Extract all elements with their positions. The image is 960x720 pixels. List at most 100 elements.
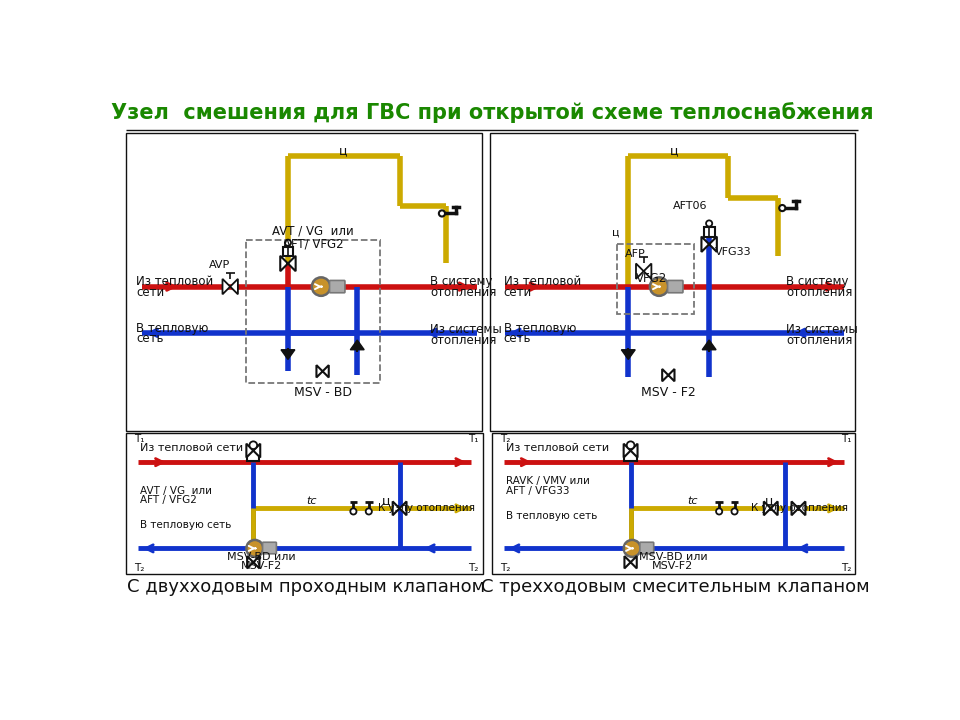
Text: T₂: T₂ <box>468 562 479 572</box>
Text: Из тепловой сети: Из тепловой сети <box>140 444 243 454</box>
Text: В тепловую: В тепловую <box>504 322 576 335</box>
Polygon shape <box>624 444 637 457</box>
Text: ц: ц <box>339 144 348 157</box>
Bar <box>624 449 636 461</box>
Circle shape <box>624 540 640 557</box>
Circle shape <box>732 508 737 515</box>
Circle shape <box>250 441 257 449</box>
Text: отопления: отопления <box>786 334 852 347</box>
Bar <box>282 246 294 256</box>
Text: отопления: отопления <box>430 334 496 347</box>
Text: отопления: отопления <box>786 287 852 300</box>
Text: Из тепловой: Из тепловой <box>136 276 213 289</box>
Text: В тепловую: В тепловую <box>136 322 208 335</box>
Polygon shape <box>624 556 636 568</box>
FancyBboxPatch shape <box>329 280 345 293</box>
Bar <box>492 433 855 574</box>
Text: К узлу отопления: К узлу отопления <box>751 503 848 513</box>
Text: Узел  смешения для ГВС при открытой схеме теплоснабжения: Узел смешения для ГВС при открытой схеме… <box>110 102 874 123</box>
Circle shape <box>350 508 356 515</box>
Polygon shape <box>281 350 295 359</box>
Polygon shape <box>393 501 406 516</box>
Text: AFT/ VFG2: AFT/ VFG2 <box>283 238 344 251</box>
Text: Из тепловой сети: Из тепловой сети <box>506 444 609 454</box>
Bar <box>616 244 694 313</box>
Polygon shape <box>230 279 238 294</box>
Text: AFT / VFG33: AFT / VFG33 <box>506 486 569 495</box>
Polygon shape <box>662 369 675 382</box>
Text: tc: tc <box>687 495 698 505</box>
Text: T₂: T₂ <box>841 562 852 572</box>
Text: AVP: AVP <box>208 260 229 270</box>
Text: сеть: сеть <box>136 333 164 346</box>
Text: Из тепловой: Из тепловой <box>504 276 581 289</box>
Polygon shape <box>280 256 296 271</box>
Text: ц: ц <box>612 228 619 238</box>
Text: MSV - BD: MSV - BD <box>294 387 351 400</box>
FancyBboxPatch shape <box>639 542 654 554</box>
Text: сети: сети <box>504 287 532 300</box>
Bar <box>247 449 259 461</box>
Text: AFP: AFP <box>624 249 645 259</box>
Text: T₁: T₁ <box>468 434 479 444</box>
Text: Из системы: Из системы <box>786 323 858 336</box>
Text: ц: ц <box>670 144 679 157</box>
Polygon shape <box>247 556 259 568</box>
FancyBboxPatch shape <box>262 542 276 554</box>
Text: MSV-BD или: MSV-BD или <box>227 552 296 562</box>
Text: T₂: T₂ <box>500 562 510 572</box>
Polygon shape <box>247 444 260 457</box>
Circle shape <box>366 508 372 515</box>
Circle shape <box>706 220 712 227</box>
Text: В систему: В систему <box>430 276 492 289</box>
Text: VFG33: VFG33 <box>715 247 752 257</box>
Text: С трехходовым смесительным клапаном: С трехходовым смесительным клапаном <box>481 578 870 596</box>
Polygon shape <box>792 501 805 516</box>
FancyBboxPatch shape <box>667 280 683 293</box>
Circle shape <box>285 240 291 246</box>
Text: ц: ц <box>765 494 774 507</box>
Polygon shape <box>223 279 230 294</box>
Text: AVT / VG  или: AVT / VG или <box>140 486 212 495</box>
Text: В тепловую сеть: В тепловую сеть <box>140 521 231 531</box>
Text: MSV-BD или: MSV-BD или <box>638 552 708 562</box>
Polygon shape <box>764 501 778 516</box>
Bar <box>127 433 483 574</box>
Text: T₂: T₂ <box>500 434 510 444</box>
Bar <box>127 132 482 431</box>
Circle shape <box>650 277 668 296</box>
Text: К узлу отопления: К узлу отопления <box>378 503 475 513</box>
Polygon shape <box>702 340 716 350</box>
Circle shape <box>627 441 635 449</box>
Text: AFT / VFG2: AFT / VFG2 <box>140 495 197 505</box>
Text: Из системы: Из системы <box>430 323 502 336</box>
Polygon shape <box>636 264 644 279</box>
Circle shape <box>247 540 263 557</box>
Text: T₂: T₂ <box>134 562 144 572</box>
Circle shape <box>716 508 722 515</box>
Text: сети: сети <box>136 287 164 300</box>
Text: tc: tc <box>306 495 316 505</box>
Polygon shape <box>317 365 328 377</box>
Polygon shape <box>702 237 717 252</box>
Bar <box>246 240 380 383</box>
Text: VFG2: VFG2 <box>636 272 667 285</box>
Circle shape <box>439 210 445 217</box>
Polygon shape <box>350 340 364 350</box>
Text: MSV - F2: MSV - F2 <box>641 387 696 400</box>
Text: AVT / VG  или: AVT / VG или <box>273 225 354 238</box>
Bar <box>490 132 855 431</box>
Text: В тепловую сеть: В тепловую сеть <box>506 511 597 521</box>
Circle shape <box>312 277 330 296</box>
Text: отопления: отопления <box>430 287 496 300</box>
Text: MSV-F2: MSV-F2 <box>653 561 693 571</box>
Text: T₁: T₁ <box>134 434 144 444</box>
Polygon shape <box>644 264 652 279</box>
Text: ц: ц <box>381 494 390 507</box>
Text: T₁: T₁ <box>841 434 852 444</box>
Text: RAVK / VMV или: RAVK / VMV или <box>506 476 589 485</box>
Text: В систему: В систему <box>786 276 849 289</box>
Bar <box>704 228 714 237</box>
Circle shape <box>780 205 785 211</box>
Text: AFT06: AFT06 <box>673 201 708 211</box>
